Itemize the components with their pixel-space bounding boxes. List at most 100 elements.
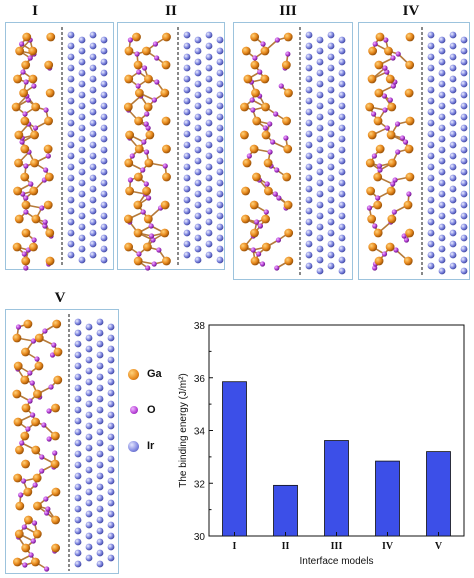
ga-atom <box>134 88 144 98</box>
panel-label-ii: II <box>165 3 177 19</box>
ir-atom <box>327 75 335 83</box>
o-atom <box>150 237 156 243</box>
o-atom <box>30 412 36 418</box>
ga-atom <box>133 228 143 238</box>
ir-atom <box>427 207 435 215</box>
x-axis-title: Interface models <box>300 556 374 567</box>
y-tick-label: 36 <box>194 374 206 385</box>
o-atom <box>278 83 284 89</box>
ga-atom-icon <box>128 368 139 380</box>
ir-atom <box>85 356 93 364</box>
ir-atom <box>305 185 313 193</box>
ir-atom <box>85 378 93 386</box>
ir-atom <box>74 494 82 502</box>
ir-atom <box>216 69 224 77</box>
ir-atom <box>74 351 82 359</box>
ga-atom <box>32 529 42 539</box>
o-atom <box>393 247 399 253</box>
ir-atom <box>338 234 346 242</box>
ga-atom <box>133 256 143 266</box>
ir-atom <box>338 256 346 264</box>
o-atom <box>376 163 383 169</box>
ga-atom <box>250 256 260 266</box>
ir-atom <box>100 179 108 187</box>
ga2o3-chain <box>239 32 294 271</box>
o-atom <box>256 251 262 257</box>
ga-atom <box>142 186 152 196</box>
ga-atom <box>124 46 134 56</box>
ir-atom <box>438 58 446 66</box>
ir-atom <box>427 251 435 259</box>
ga-atom <box>365 102 375 112</box>
ga-atom <box>260 74 270 84</box>
o-atom <box>154 55 160 61</box>
ir-atom <box>338 245 346 253</box>
ir-atom <box>183 108 191 116</box>
ir-atom <box>427 31 435 39</box>
ir-atom <box>183 119 191 127</box>
ir-atom <box>67 185 75 193</box>
ir-atom <box>183 31 191 39</box>
ga-atom <box>373 200 383 210</box>
ga-atom <box>21 543 31 553</box>
o-atom <box>141 65 148 71</box>
panel-label-i: I <box>32 3 38 19</box>
ir-atom <box>78 102 86 110</box>
o-atom <box>134 51 140 57</box>
ir-atom <box>96 373 104 381</box>
ir-atom <box>327 229 335 237</box>
ir-atom <box>460 58 468 66</box>
ir-atom <box>85 499 93 507</box>
ir-atom <box>100 245 108 253</box>
o-atom <box>30 538 36 544</box>
ga-atom <box>133 60 143 70</box>
ir-atom <box>305 163 313 171</box>
ir-atom <box>74 373 82 381</box>
ir-atom <box>107 367 115 375</box>
ir-atom <box>449 86 457 94</box>
ir-atom <box>96 494 104 502</box>
ir-atom <box>460 179 468 187</box>
ir-atom <box>85 477 93 485</box>
ga-atom <box>13 74 22 84</box>
ir-atom <box>438 102 446 110</box>
ir-atom <box>183 152 191 160</box>
ir-atom <box>449 163 457 171</box>
ir-atom <box>67 97 75 105</box>
ir-atom <box>449 218 457 226</box>
x-tick-label: II <box>282 541 290 552</box>
ir-atom <box>100 47 108 55</box>
y-axis-title: The binding energy (J/m²) <box>178 373 189 488</box>
ir-atom <box>338 58 346 66</box>
ir-atom <box>316 124 324 132</box>
ir-atom <box>438 47 446 55</box>
ir-atom <box>205 207 213 215</box>
o-atom <box>156 247 162 253</box>
o-atom <box>19 139 25 145</box>
ga-atom <box>53 347 63 357</box>
ga2o3-chain <box>12 319 63 572</box>
ir-atom <box>205 229 213 237</box>
ga-atom <box>14 158 23 168</box>
ir-atom <box>316 201 324 209</box>
ir-atom <box>96 362 104 370</box>
ga-atom <box>250 228 259 238</box>
ir-atom <box>216 256 224 264</box>
ir-atom <box>183 196 191 204</box>
ir-atom <box>216 201 224 209</box>
ir-atom <box>316 223 324 231</box>
o-atom <box>254 219 260 225</box>
ir-atom <box>205 141 213 149</box>
ir-atom <box>216 113 224 121</box>
legend-label-o: O <box>147 404 156 416</box>
ir-atom <box>85 433 93 441</box>
ir-atom <box>460 245 468 253</box>
ga-atom <box>143 242 152 252</box>
ir-atom <box>194 179 202 187</box>
o-atom <box>32 125 39 131</box>
ir-atom <box>100 190 108 198</box>
ga-atom <box>403 200 413 210</box>
o-atom <box>23 195 29 201</box>
ir-atom <box>107 356 115 364</box>
o-atom <box>250 247 256 253</box>
